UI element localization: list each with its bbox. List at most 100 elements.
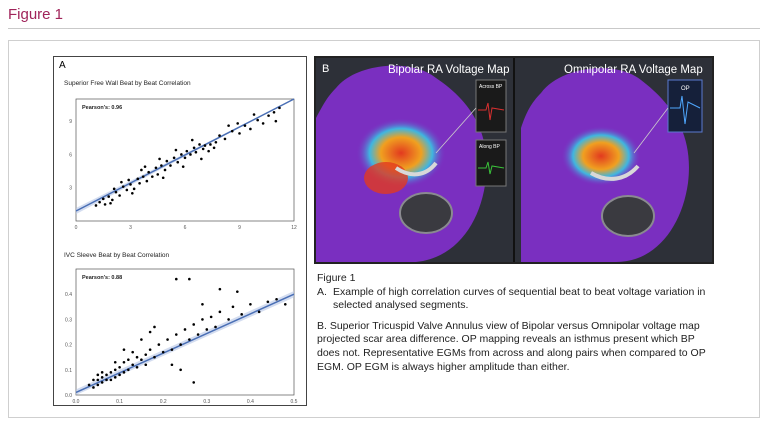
chart-2-data-point <box>148 330 152 334</box>
chart-1-data-point <box>151 175 154 178</box>
chart-1-data-point <box>185 149 189 153</box>
chart-1-data-point <box>190 138 194 142</box>
chart-1-data-point <box>169 164 172 167</box>
chart-2-data-point <box>96 378 100 382</box>
chart-2-data-point <box>157 343 161 346</box>
along-bp-label: Along BP <box>479 144 501 150</box>
chart-2-data-point <box>179 343 182 346</box>
chart-1-data-point <box>261 122 265 125</box>
chart-1-data-point <box>267 114 270 117</box>
across-bp-egm <box>478 102 505 121</box>
chart-2-data-point <box>153 355 156 359</box>
chart-1-y-tick-label: 3 <box>69 186 72 192</box>
chart-1-data-point <box>161 176 165 180</box>
chart-2-data-point <box>236 290 239 293</box>
caption-item-a: A. Example of high correlation curves of… <box>317 286 717 313</box>
chart-2-y-tick-label: 0.2 <box>65 343 72 349</box>
chart-2-regression-line <box>75 293 295 394</box>
across-bp-label: Across BP <box>479 84 503 90</box>
chart-1-data-point <box>183 156 187 160</box>
chart-2-data-point <box>266 300 270 304</box>
chart-1-data-point <box>200 157 203 161</box>
chart-2-data-point <box>153 325 156 329</box>
chart-2-data-point <box>100 371 104 374</box>
chart-1-data-point <box>272 111 276 114</box>
chart-1-data-point <box>180 153 183 156</box>
chart-2-data-point <box>144 363 148 367</box>
chart-2-data-point <box>127 358 130 362</box>
chart-2-data-point <box>170 363 174 367</box>
chart-2-data-point <box>201 302 204 306</box>
chart-2-data-point <box>174 333 178 336</box>
chart-2-data-point <box>214 325 217 329</box>
chart-2-title: IVC Sleeve Beat by Beat Correlation <box>64 252 170 259</box>
chart-2-data-point <box>135 355 139 359</box>
chart-1-data-point <box>256 118 259 122</box>
right-pointer-line <box>633 107 669 154</box>
chart-2-y-tick-label: 0.0 <box>65 393 72 399</box>
across-bp-inset <box>475 79 507 133</box>
chart-2-data-point <box>122 360 126 364</box>
right-scar-region <box>561 126 641 186</box>
chart-2-data-point <box>209 315 213 319</box>
left-valve <box>399 192 453 234</box>
chart-1-data-point <box>194 150 198 154</box>
chart-1-data-point <box>207 149 210 153</box>
chart-1-x-tick-label: 0 <box>75 225 78 231</box>
chart-2-data-point <box>87 383 91 387</box>
chart-2-data-point <box>113 368 117 372</box>
chart-1-data-point <box>174 148 178 152</box>
chart-2-data-point <box>283 302 287 306</box>
chart-2-data-point <box>100 376 104 379</box>
chart-2-data-point <box>148 348 152 351</box>
chart-1-title: Superior Free Wall Beat by Beat Correlat… <box>64 80 191 87</box>
chart-2-data-point <box>131 350 134 354</box>
chart-1-data-point <box>107 195 110 198</box>
chart-2-data-point <box>131 363 134 367</box>
chart-2-data-point <box>275 297 278 301</box>
panel-b-image: Bipolar RA Voltage Map Omnipolar RA Volt… <box>314 56 714 264</box>
chart-2-y-tick-label: 0.4 <box>65 292 72 298</box>
chart-2-data-point <box>240 313 243 316</box>
chart-2-data-point <box>109 371 113 374</box>
chart-1-data-point <box>192 146 196 150</box>
chart-1-data-point <box>138 181 141 185</box>
chart-1-plot-area <box>75 98 295 222</box>
chart-1-data-point <box>158 157 161 161</box>
left-low-voltage-area <box>364 162 408 194</box>
chart-2-data-point <box>135 365 139 369</box>
chart-1-pearson-annotation: Pearson's: 0.96 <box>82 105 122 111</box>
chart-2-x-tick-label: 0.3 <box>203 399 210 405</box>
chart-2-data-point <box>144 353 148 356</box>
chart-1-data-point <box>278 106 281 110</box>
chart-2-data-point <box>118 373 121 377</box>
figure-caption: Figure 1 A. Example of high correlation … <box>317 272 717 374</box>
chart-1-data-point <box>163 168 167 172</box>
chart-2-data-point <box>127 368 130 372</box>
chart-1-data-point <box>140 168 143 172</box>
chart-1-data-point <box>111 198 114 202</box>
chart-1-data-point <box>154 166 158 170</box>
chart-2-data-point <box>170 348 174 351</box>
chart-2-data-point <box>92 378 95 382</box>
chart-2-data-point <box>192 323 196 326</box>
chart-1-x-tick-label: 9 <box>238 225 241 231</box>
chart-1-data-point <box>243 124 247 127</box>
along-bp-egm <box>478 161 505 175</box>
chart-1-y-tick-label: 9 <box>69 119 72 125</box>
op-label: OP <box>681 86 690 92</box>
chart-1-data-point <box>131 191 134 195</box>
chart-1-regression-line <box>75 98 295 212</box>
chart-1-data-point <box>129 183 132 186</box>
header-divider <box>8 28 760 29</box>
panel-a: A Superior Free Wall Beat by Beat Correl… <box>53 56 307 406</box>
chart-1-data-point <box>212 146 216 150</box>
chart-2-data-point <box>96 383 100 387</box>
chart-1-data-point <box>230 129 234 133</box>
chart-2-x-tick-label: 0.5 <box>291 399 298 405</box>
chart-2-data-point <box>113 360 117 364</box>
chart-1-data-point <box>94 204 98 207</box>
chart-2-data-point <box>113 376 117 379</box>
chart-1-data-point <box>223 137 227 141</box>
chart-1-data-point <box>118 194 121 197</box>
